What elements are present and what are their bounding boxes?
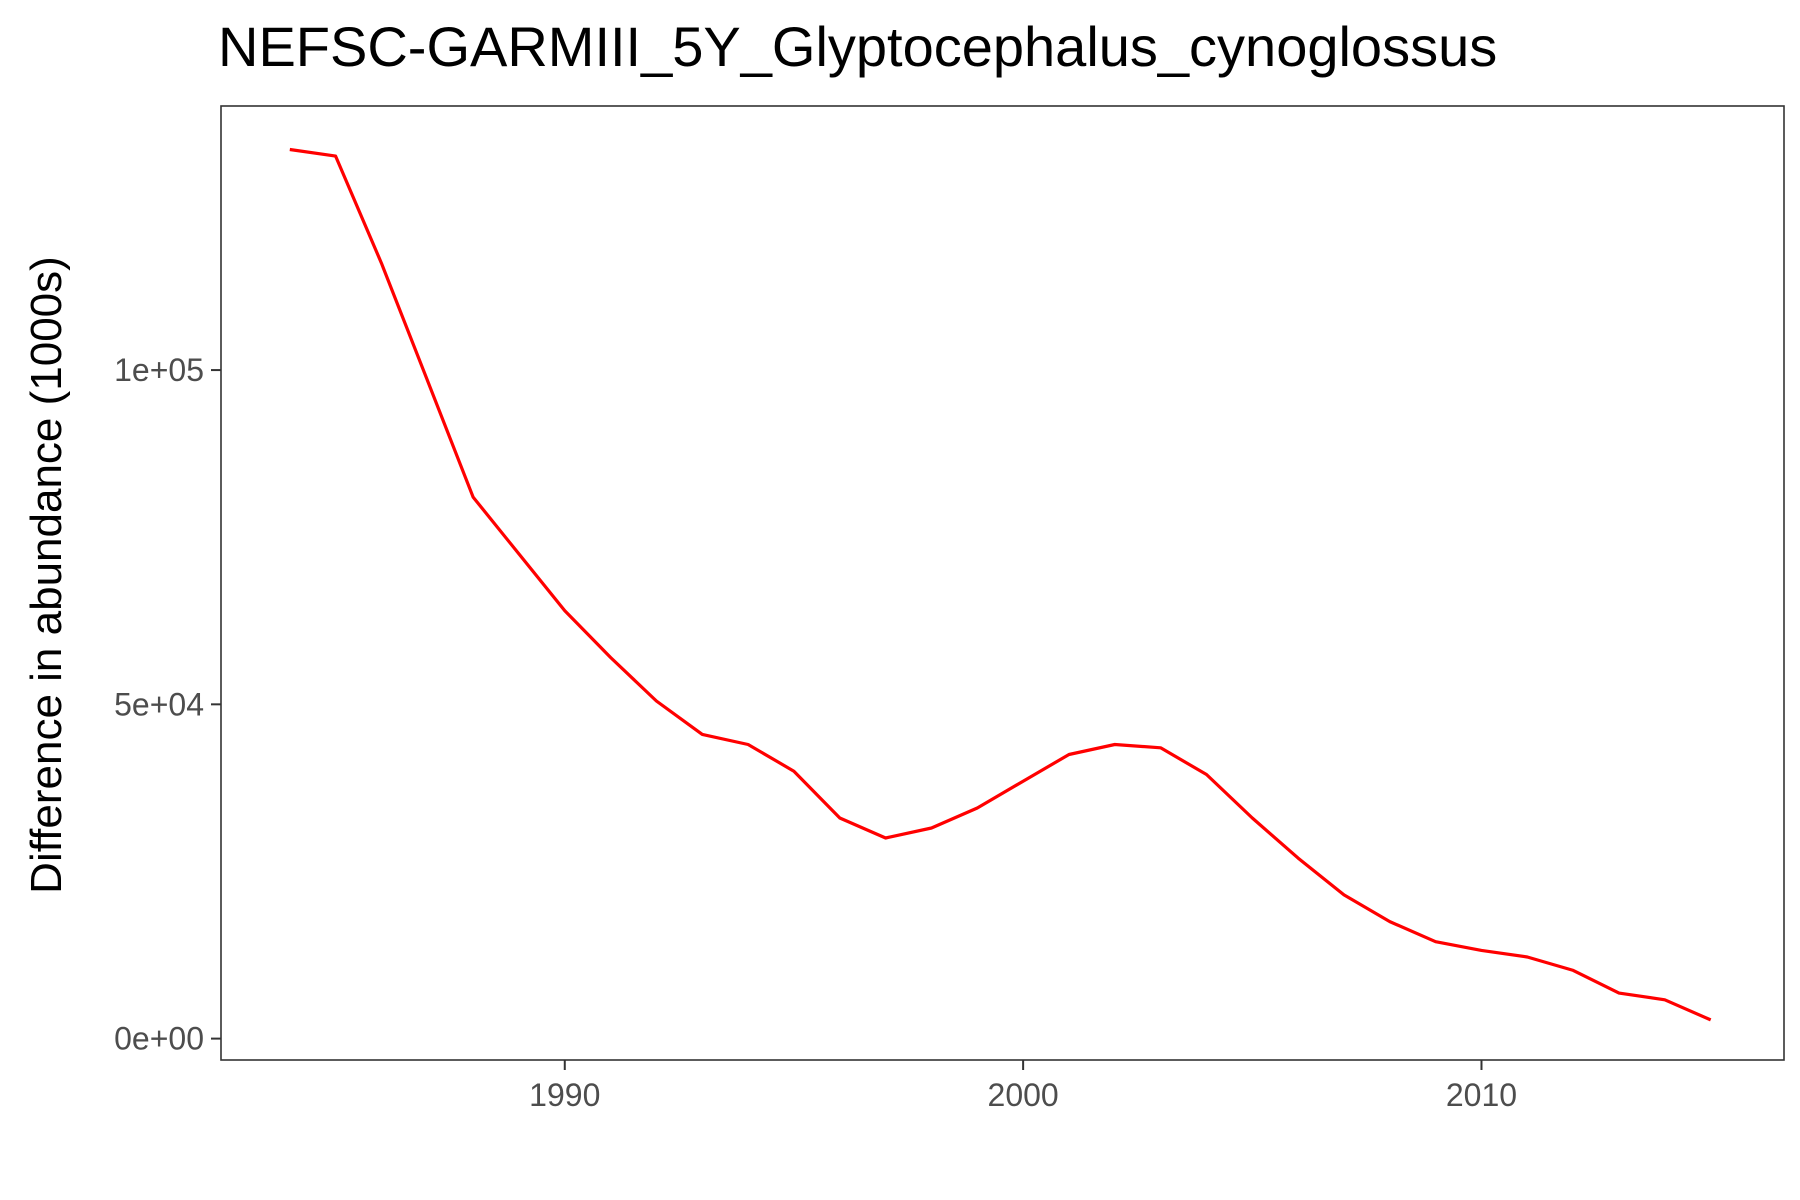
y-tick-label: 0e+00	[114, 1021, 204, 1057]
x-tick-label: 2010	[1446, 1077, 1517, 1113]
chart-title: NEFSC-GARMIII_5Y_Glyptocephalus_cynoglos…	[218, 15, 1497, 78]
x-axis: 1990 2000 2010	[529, 1060, 1517, 1113]
series-layer	[289, 147, 1712, 1022]
y-axis: 0e+00 5e+04 1e+05	[114, 352, 221, 1057]
y-tick-label: 1e+05	[114, 352, 204, 388]
x-tick-label: 1990	[529, 1077, 600, 1113]
plot-panel	[220, 105, 1785, 1061]
y-tick-label: 5e+04	[114, 686, 204, 722]
x-tick-label: 2000	[988, 1077, 1059, 1113]
y-axis-title: Difference in abundance (1000s)	[22, 256, 71, 894]
series-line	[289, 147, 1712, 1022]
